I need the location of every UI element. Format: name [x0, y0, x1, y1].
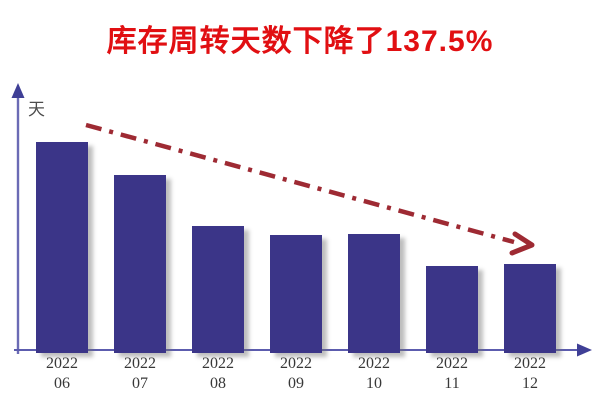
x-tick-label-2022-07: 2022 07: [101, 354, 179, 394]
x-tick-label-2022-12: 2022 12: [491, 354, 569, 394]
bar-2022-07: [114, 175, 166, 353]
bar-2022-10: [348, 234, 400, 353]
tick-year: 2022: [280, 355, 312, 372]
tick-year: 2022: [46, 355, 78, 372]
tick-month: 12: [522, 375, 538, 392]
bar-2022-06: [36, 142, 88, 353]
x-tick-label-2022-09: 2022 09: [257, 354, 335, 394]
x-tick-label-2022-06: 2022 06: [23, 354, 101, 394]
y-axis-unit-label: 天: [28, 100, 45, 119]
tick-year: 2022: [124, 355, 156, 372]
bar-2022-08: [192, 226, 244, 353]
x-tick-label-2022-08: 2022 08: [179, 354, 257, 394]
tick-month: 07: [132, 375, 148, 392]
tick-month: 08: [210, 375, 226, 392]
tick-month: 11: [444, 375, 460, 392]
x-tick-label-2022-11: 2022 11: [413, 354, 491, 394]
tick-year: 2022: [436, 355, 468, 372]
tick-month: 10: [366, 375, 382, 392]
bar-2022-09: [270, 235, 322, 353]
tick-month: 09: [288, 375, 304, 392]
tick-month: 06: [54, 375, 70, 392]
y-axis-arrow-icon: [11, 83, 25, 98]
tick-year: 2022: [514, 355, 546, 372]
bar-2022-11: [426, 266, 478, 353]
tick-year: 2022: [202, 355, 234, 372]
chart-title: 库存周转天数下降了137.5%: [106, 25, 494, 58]
x-tick-label-2022-10: 2022 10: [335, 354, 413, 394]
x-axis-arrow-icon: [577, 343, 592, 357]
tick-year: 2022: [358, 355, 390, 372]
bar-2022-12: [504, 264, 556, 353]
